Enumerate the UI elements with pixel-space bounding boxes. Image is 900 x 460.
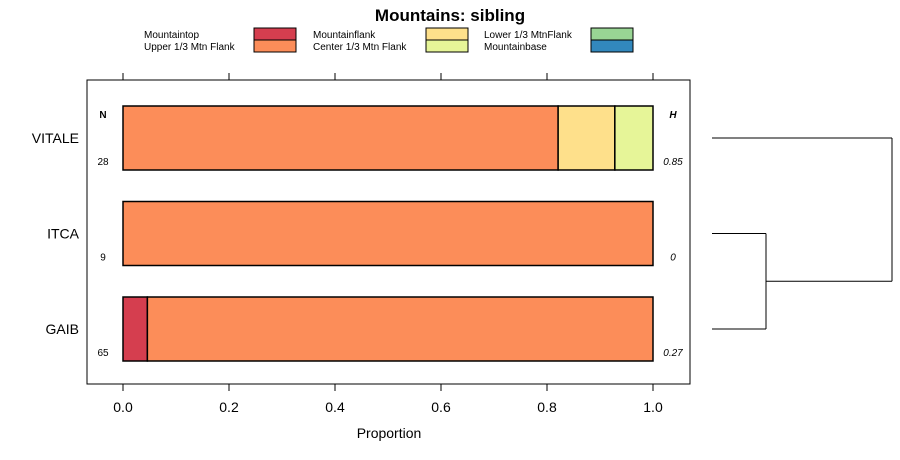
legend-swatch-mountaintop — [253, 27, 297, 41]
x-tick-label: 0.6 — [431, 399, 451, 415]
legend-swatch-mountainbase — [590, 39, 634, 53]
category-label-vitale: VITALE — [32, 130, 79, 146]
bar-segment-vitale-center-1-3-mtn-flank — [614, 105, 654, 171]
category-label-gaib: GAIB — [46, 321, 79, 337]
bar-segment-vitale-mountainflank — [557, 105, 616, 171]
n-value: 9 — [100, 253, 106, 264]
bar-segment-itca-upper-1-3-mtn-flank — [122, 200, 654, 267]
legend-label-upper-1-3-mtn-flank: Upper 1/3 Mtn Flank — [144, 42, 236, 53]
legend-label-lower-1-3-mtnflank: Lower 1/3 MtnFlank — [484, 30, 573, 41]
x-tick-label: 0.4 — [325, 399, 345, 415]
n-value: 28 — [97, 157, 109, 168]
n-header: N — [99, 110, 106, 121]
legend-swatch-lower-1-3-mtnflank — [590, 27, 634, 41]
h-value: 0 — [670, 253, 676, 264]
n-h-annotations: N H 28 9 65 0.85 0 0.27 — [97, 110, 683, 359]
legend-label-center-1-3-mtn-flank: Center 1/3 Mtn Flank — [313, 42, 407, 53]
bar-segment-gaib-mountaintop — [122, 296, 149, 362]
h-value: 0.85 — [663, 157, 683, 168]
bar-segment-gaib-upper-1-3-mtn-flank — [146, 296, 654, 362]
x-tick-label: 0.8 — [537, 399, 557, 415]
legend-swatch-mountainflank — [425, 27, 469, 41]
bars — [122, 105, 654, 362]
h-value: 0.27 — [663, 348, 683, 359]
category-label-itca: ITCA — [47, 226, 80, 242]
dendrogram — [712, 137, 893, 330]
legend-swatch-upper-1-3-mtn-flank — [253, 39, 297, 53]
x-tick-label: 0.2 — [219, 399, 239, 415]
x-tick-label: 1.0 — [643, 399, 663, 415]
legend-label-mountainflank: Mountainflank — [313, 30, 376, 41]
legend-label-mountaintop: Mountaintop — [144, 30, 199, 41]
x-axis-title: Proportion — [357, 425, 422, 441]
legend-label-mountainbase: Mountainbase — [484, 42, 547, 53]
n-value: 65 — [97, 348, 109, 359]
x-axis: 0.0 0.2 0.4 0.6 0.8 1.0 — [113, 73, 663, 415]
bar-segment-vitale-upper-1-3-mtn-flank — [122, 105, 559, 171]
chart-title: Mountains: sibling — [375, 6, 525, 25]
legend-swatch-center-1-3-mtn-flank — [425, 39, 469, 53]
x-tick-label: 0.0 — [113, 399, 133, 415]
h-header: H — [669, 110, 677, 121]
plot-panel — [86, 79, 691, 385]
category-labels: VITALE ITCA GAIB — [32, 130, 80, 337]
